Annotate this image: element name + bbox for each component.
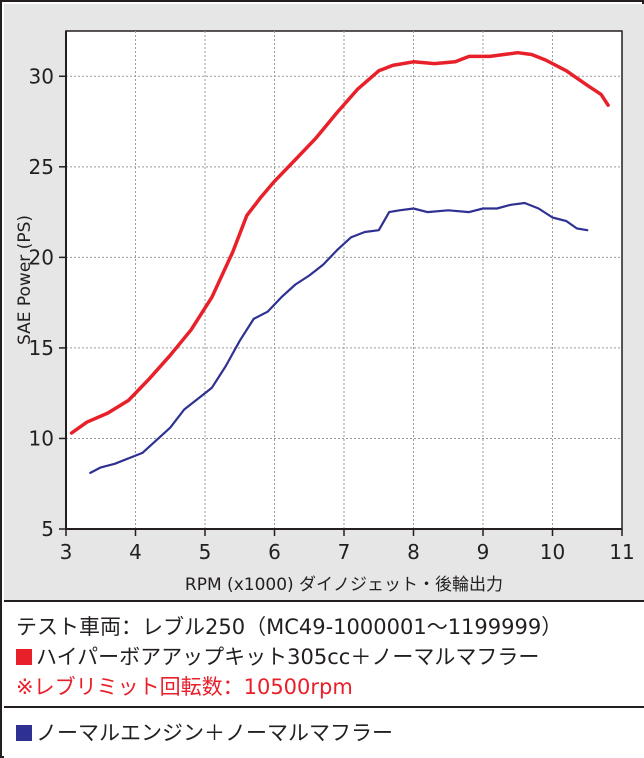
power-chart: 3 4 5 6 7 8 9 10 11 5 10 15 20 25 30 RPM (x1000) ダイノジェ… [15, 30, 635, 595]
chart-panel: 3 4 5 6 7 8 9 10 11 5 10 15 20 25 30 RPM (x1000) ダイノジェ… [4, 4, 644, 600]
x-tick-label-6: 6 [268, 540, 281, 564]
x-tick-label-5: 5 [199, 540, 212, 564]
y-axis-title: SAE Power (PS) [15, 215, 35, 345]
x-axis-title: RPM (x1000) ダイノジェット・後輪出力 [185, 575, 503, 595]
normal-engine-power-line [89, 201, 589, 474]
legend-rev-limit-note: ※レブリミット回転数：10500rpm [16, 674, 353, 700]
legend-label-bore-up-kit: ハイパーボアアップキット305cc＋ノーマルマフラー [36, 645, 540, 669]
x-tick-label-4: 4 [129, 540, 142, 564]
legend-divider [4, 706, 644, 708]
y-tick-label-20: 20 [29, 245, 54, 269]
y-tick-label-15: 15 [29, 336, 54, 360]
legend-box: テスト車両：レブル250（MC49-1000001〜1199999） ハイパーボ… [4, 600, 644, 758]
x-tick-label-11: 11 [609, 540, 634, 564]
red-swatch-icon [16, 649, 32, 665]
grid-lines [66, 31, 622, 529]
legend-item-normal-engine: ノーマルエンジン＋ノーマルマフラー [16, 720, 393, 746]
series-layer [69, 50, 610, 474]
x-tick-label-7: 7 [338, 540, 351, 564]
bore-up-kit-power-line [69, 50, 610, 435]
legend-item-bore-up-kit: ハイパーボアアップキット305cc＋ノーマルマフラー [16, 644, 539, 670]
rev-limit-text: ※レブリミット回転数：10500rpm [16, 675, 353, 699]
vehicle-text: テスト車両：レブル250（MC49-1000001〜1199999） [16, 615, 563, 639]
tick-labels: 3 4 5 6 7 8 9 10 11 5 10 15 20 25 30 [29, 64, 635, 564]
legend-vehicle-line: テスト車両：レブル250（MC49-1000001〜1199999） [16, 614, 562, 640]
y-tick-label-5: 5 [41, 517, 54, 541]
axes [59, 31, 623, 536]
blue-swatch-icon [16, 725, 32, 741]
x-tick-label-10: 10 [540, 540, 565, 564]
y-tick-label-30: 30 [29, 64, 54, 88]
x-tick-label-8: 8 [407, 540, 420, 564]
x-tick-label-3: 3 [60, 540, 73, 564]
x-tick-label-9: 9 [477, 540, 490, 564]
legend-label-normal-engine: ノーマルエンジン＋ノーマルマフラー [36, 721, 393, 745]
y-tick-label-10: 10 [29, 426, 54, 450]
y-tick-label-25: 25 [29, 155, 54, 179]
